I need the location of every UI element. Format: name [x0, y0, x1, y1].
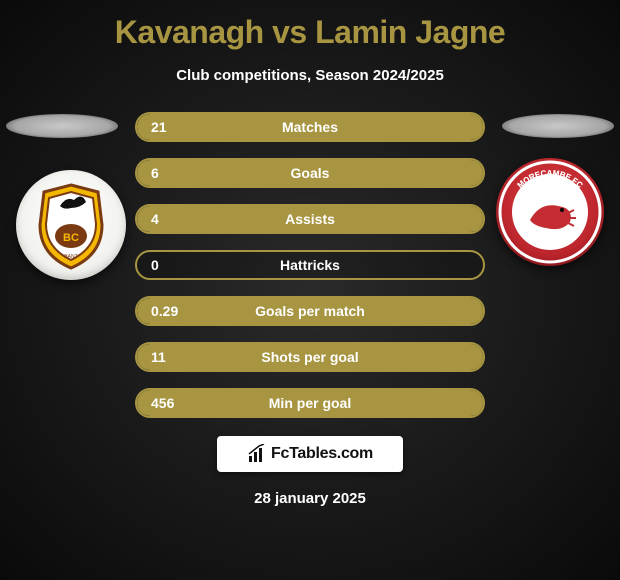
stat-label: Matches	[282, 119, 338, 135]
stat-value: 4	[151, 211, 159, 227]
stat-bar-min-per-goal: 456 Min per goal	[135, 388, 485, 418]
competition-subtitle: Club competitions, Season 2024/2025	[0, 67, 620, 84]
brand-text: FcTables.com	[271, 445, 373, 463]
stat-value: 6	[151, 165, 159, 181]
bradford-crest-icon: BC BANT AFC	[16, 170, 126, 280]
morecambe-crest-icon: MORECAMBE FC MORECAMBE FC	[496, 158, 604, 266]
stat-label: Min per goal	[269, 395, 351, 411]
stat-value: 21	[151, 119, 167, 135]
stat-label: Goals per match	[255, 303, 365, 319]
club-badge-right: MORECAMBE FC MORECAMBE FC	[496, 158, 604, 266]
stat-bar-matches: 21 Matches	[135, 112, 485, 142]
branding-badge[interactable]: FcTables.com	[217, 436, 403, 472]
stat-bars: 21 Matches 6 Goals 4 Assists 0 Hattricks…	[135, 112, 485, 418]
svg-text:BANT: BANT	[64, 254, 77, 260]
shadow-right	[502, 114, 614, 138]
shadow-left	[6, 114, 118, 138]
stat-label: Goals	[291, 165, 330, 181]
club-badge-left: BC BANT AFC	[16, 170, 126, 280]
snapshot-date: 28 january 2025	[0, 490, 620, 507]
stat-label: Hattricks	[280, 257, 340, 273]
chart-icon	[247, 444, 267, 464]
stat-label: Assists	[285, 211, 335, 227]
page-title: Kavanagh vs Lamin Jagne	[0, 0, 620, 51]
stat-value: 11	[151, 349, 166, 365]
stat-bar-hattricks: 0 Hattricks	[135, 250, 485, 280]
svg-text:AFC: AFC	[66, 226, 76, 232]
stat-value: 456	[151, 395, 174, 411]
stat-value: 0	[151, 257, 159, 273]
stat-bar-goals: 6 Goals	[135, 158, 485, 188]
stat-bar-assists: 4 Assists	[135, 204, 485, 234]
stat-label: Shots per goal	[261, 349, 358, 365]
svg-text:BC: BC	[63, 232, 79, 244]
stat-value: 0.29	[151, 303, 178, 319]
stat-bar-goals-per-match: 0.29 Goals per match	[135, 296, 485, 326]
stats-area: BC BANT AFC MORECAMBE FC MORECAMBE FC	[0, 112, 620, 418]
stat-bar-shots-per-goal: 11 Shots per goal	[135, 342, 485, 372]
